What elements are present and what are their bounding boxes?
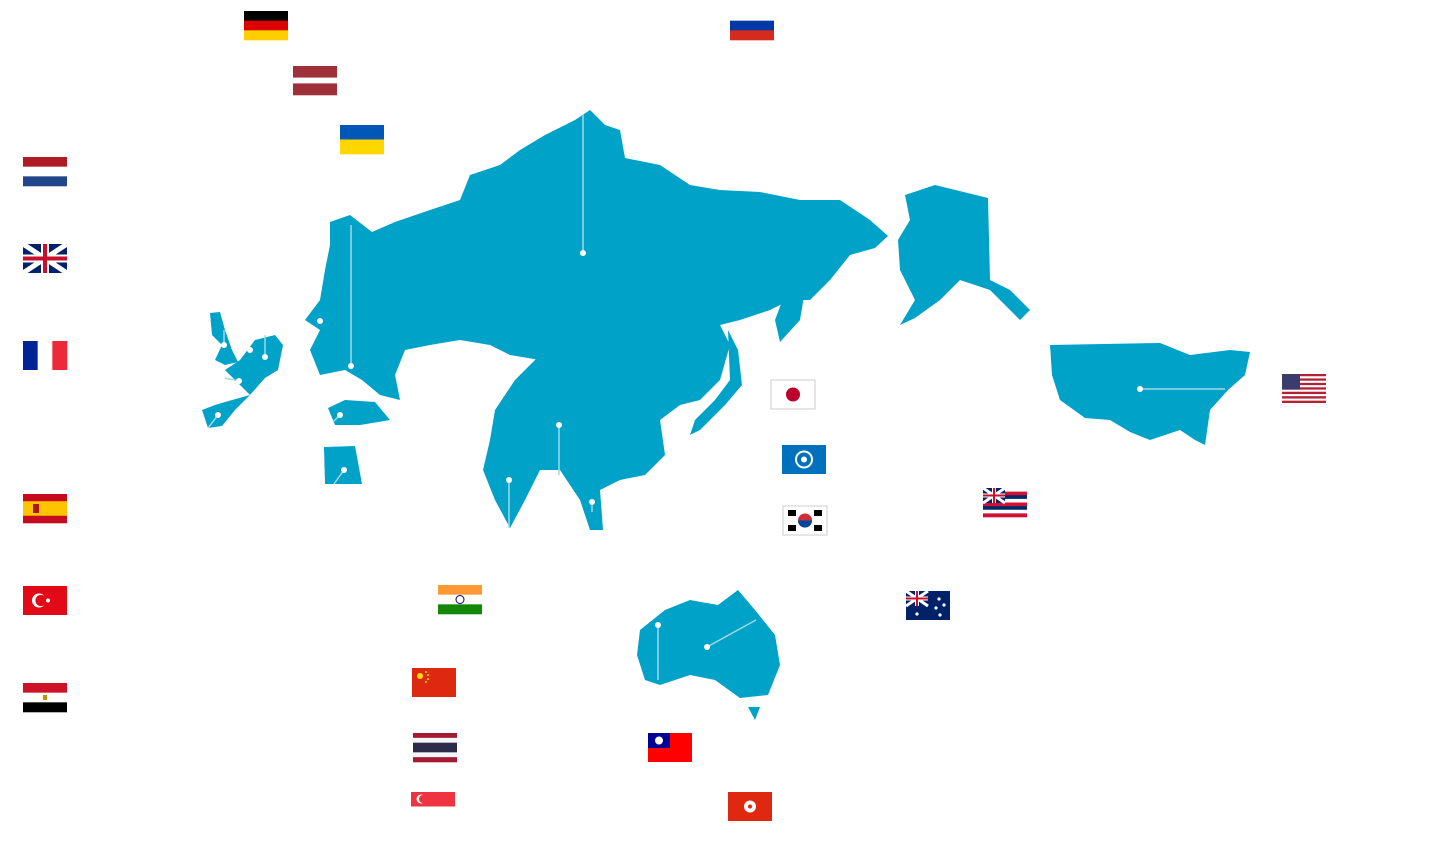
alaska-landmass xyxy=(898,185,1030,325)
germany-flag-icon[interactable] xyxy=(244,11,288,41)
united-kingdom-flag-icon[interactable] xyxy=(21,241,69,276)
location-pin[interactable] xyxy=(704,644,710,650)
ukraine-flag-icon[interactable] xyxy=(340,125,384,155)
turkey-landmass xyxy=(328,400,390,425)
location-pin[interactable] xyxy=(348,363,354,369)
kamchatka-landmass xyxy=(775,280,805,342)
location-pin[interactable] xyxy=(589,499,595,505)
spain-flag-icon[interactable] xyxy=(23,494,67,524)
thailand-flag-icon[interactable] xyxy=(413,733,457,763)
japan-landmass xyxy=(690,330,742,435)
leader-lines xyxy=(207,115,1225,680)
location-pin[interactable] xyxy=(215,412,221,418)
location-pin[interactable] xyxy=(556,422,562,428)
australia-landmass xyxy=(637,590,780,698)
location-pin[interactable] xyxy=(506,477,512,483)
location-pin[interactable] xyxy=(262,354,268,360)
location-pin[interactable] xyxy=(317,318,323,324)
singapore-flag-icon[interactable] xyxy=(411,792,455,822)
netherlands-flag-icon[interactable] xyxy=(23,157,67,187)
leader-line xyxy=(706,619,757,648)
russia-flag-icon[interactable] xyxy=(730,11,774,41)
egypt-flag-icon[interactable] xyxy=(23,683,67,713)
egypt-landmass xyxy=(324,446,362,484)
location-pin[interactable] xyxy=(221,342,227,348)
northern-mariana-islands-flag-icon[interactable] xyxy=(782,445,826,474)
usa-landmass xyxy=(1050,343,1250,445)
france-flag-icon[interactable] xyxy=(23,341,68,370)
location-pin[interactable] xyxy=(337,412,343,418)
location-pin[interactable] xyxy=(1137,386,1143,392)
china-flag-icon[interactable] xyxy=(412,668,456,697)
land-masses xyxy=(202,110,1250,720)
location-pin[interactable] xyxy=(247,347,253,353)
taiwan-flag-icon[interactable] xyxy=(648,733,692,762)
hong-kong-flag-icon[interactable] xyxy=(728,792,772,821)
turkey-flag-icon[interactable] xyxy=(23,586,67,615)
australia-flag-icon[interactable] xyxy=(905,589,950,620)
united-states-flag-icon[interactable] xyxy=(1282,374,1326,403)
india-flag-icon[interactable] xyxy=(438,585,482,615)
location-pin[interactable] xyxy=(655,622,661,628)
location-pin[interactable] xyxy=(341,467,347,473)
location-pin[interactable] xyxy=(580,250,586,256)
tasmania-landmass xyxy=(748,707,760,720)
latvia-flag-icon[interactable] xyxy=(293,66,337,96)
japan-flag-icon[interactable] xyxy=(770,379,816,410)
south-korea-flag-icon[interactable] xyxy=(782,505,828,536)
location-pin[interactable] xyxy=(236,378,242,384)
europe-asia-landmass xyxy=(305,110,888,530)
hawaii-flag-icon[interactable] xyxy=(982,486,1027,518)
